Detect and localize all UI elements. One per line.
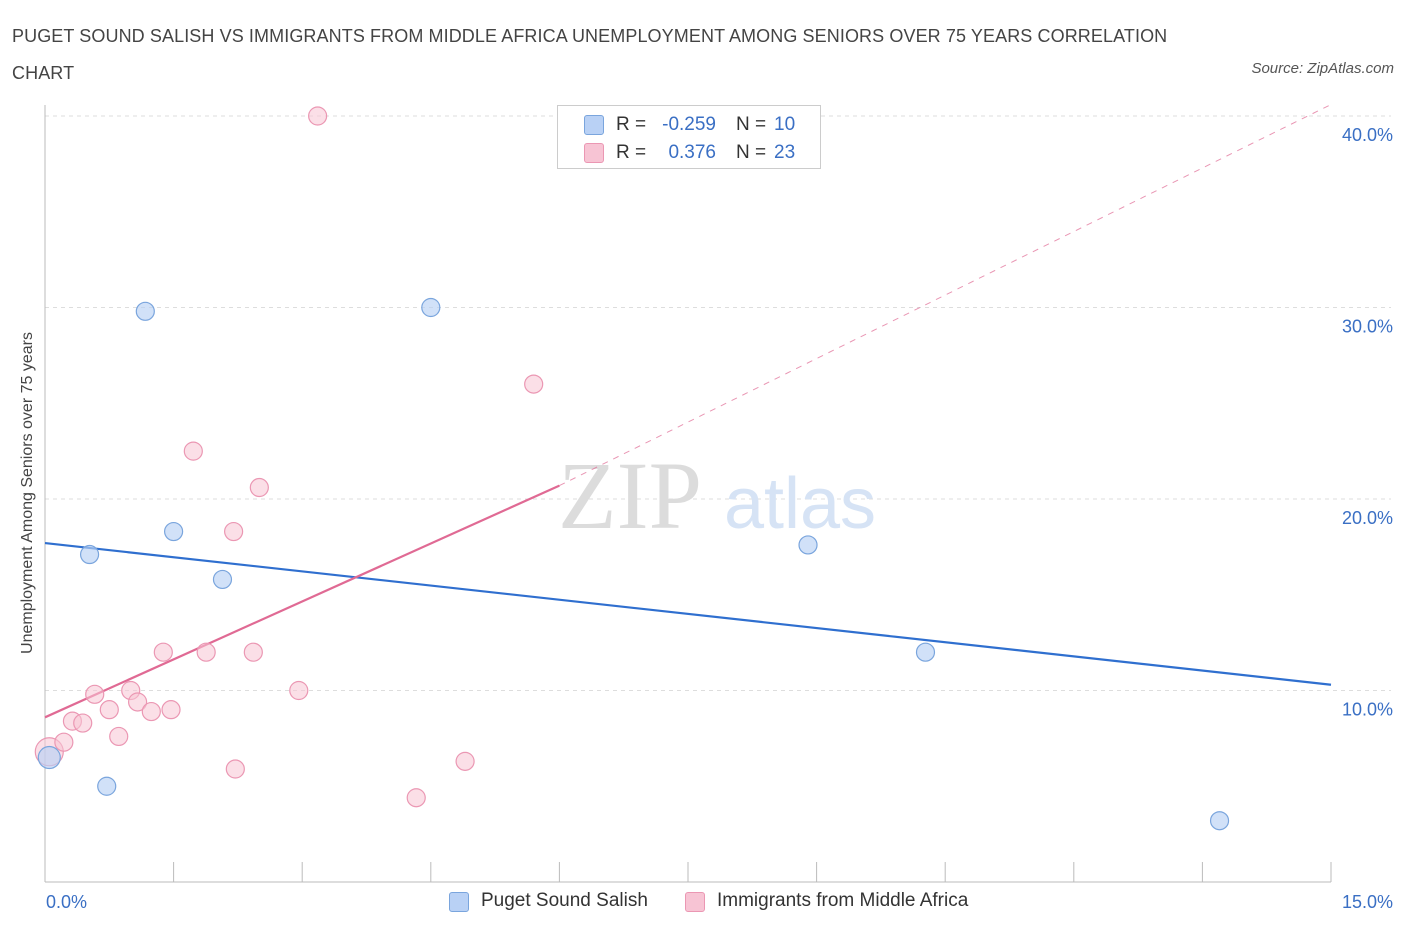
point-puget-sound-salish	[421, 297, 441, 318]
trend-layer	[44, 104, 1332, 719]
tick-label-layer: 10.0% 20.0% 30.0% 40.0% 0.0% 15.0%	[46, 125, 1393, 912]
correlation-legend: R = -0.259 N = 10 R = 0.376 N = 23	[557, 105, 821, 169]
point-immigrants-from-middle-africa	[161, 700, 181, 720]
r-label: R =	[616, 114, 647, 135]
point-immigrants-from-middle-africa	[455, 751, 475, 771]
n-label: N =	[736, 114, 767, 135]
point-puget-sound-salish	[1209, 811, 1230, 831]
point-immigrants-from-middle-africa	[141, 701, 161, 722]
legend-label: Immigrants from Middle Africa	[717, 890, 969, 911]
point-immigrants-from-middle-africa	[196, 642, 216, 662]
grid-layer	[45, 115, 1391, 691]
point-immigrants-from-middle-africa	[54, 732, 74, 752]
blue-swatch	[584, 115, 604, 135]
point-immigrants-from-middle-africa	[109, 726, 129, 747]
point-immigrants-from-middle-africa	[85, 684, 105, 704]
point-immigrants-from-middle-africa	[225, 759, 245, 779]
point-immigrants-from-middle-africa	[249, 477, 269, 498]
r-label: R =	[616, 142, 647, 163]
blue-swatch	[449, 892, 469, 912]
point-immigrants-from-middle-africa	[99, 700, 119, 720]
point-immigrants-from-middle-africa	[183, 441, 203, 461]
point-immigrants-from-middle-africa	[73, 713, 93, 733]
x-tick-label-max: 15.0%	[1342, 892, 1393, 912]
y-tick-label: 40.0%	[1342, 125, 1393, 145]
point-immigrants-from-middle-africa	[243, 642, 263, 662]
point-immigrants-from-middle-africa	[289, 680, 309, 701]
y-tick-label: 10.0%	[1342, 700, 1393, 720]
watermark-atlas: atlas	[724, 464, 876, 544]
pink-swatch	[685, 892, 705, 912]
trend-line-puget-sound-salish	[44, 541, 1332, 686]
chart-title: PUGET SOUND SALISH VS IMMIGRANTS FROM MI…	[12, 26, 1168, 83]
point-immigrants-from-middle-africa	[524, 374, 544, 394]
point-puget-sound-salish	[212, 569, 233, 590]
point-immigrants-from-middle-africa	[308, 106, 328, 126]
x-tick-label-min: 0.0%	[46, 892, 87, 912]
n-label: N =	[736, 142, 767, 163]
point-puget-sound-salish	[79, 544, 100, 565]
series-legend: Puget Sound Salish Immigrants from Middl…	[0, 888, 1406, 916]
point-immigrants-from-middle-africa	[153, 642, 173, 662]
point-immigrants-from-middle-africa	[127, 692, 148, 712]
point-puget-sound-salish	[915, 642, 936, 662]
point-immigrants-from-middle-africa	[224, 521, 244, 542]
n-value: 10	[774, 114, 796, 135]
point-puget-sound-salish	[798, 535, 818, 555]
pink-swatch	[584, 143, 604, 163]
y-tick-label: 30.0%	[1342, 317, 1393, 337]
watermark: ZIP atlas	[558, 442, 876, 549]
source-credit: Source: ZipAtlas.com	[1251, 60, 1394, 77]
point-puget-sound-salish	[37, 745, 61, 770]
points-layer	[34, 106, 1230, 831]
y-tick-label: 20.0%	[1342, 508, 1393, 528]
trend-line-immigrants-from-middle-africa	[44, 484, 560, 719]
n-value: 23	[774, 142, 796, 163]
r-value: 0.376	[668, 142, 716, 163]
point-puget-sound-salish	[135, 301, 155, 321]
r-value: -0.259	[662, 114, 716, 135]
watermark-zip: ZIP	[558, 442, 702, 549]
point-immigrants-from-middle-africa	[406, 788, 426, 808]
point-puget-sound-salish	[164, 521, 184, 542]
point-puget-sound-salish	[97, 776, 117, 796]
legend-label: Puget Sound Salish	[481, 890, 648, 911]
